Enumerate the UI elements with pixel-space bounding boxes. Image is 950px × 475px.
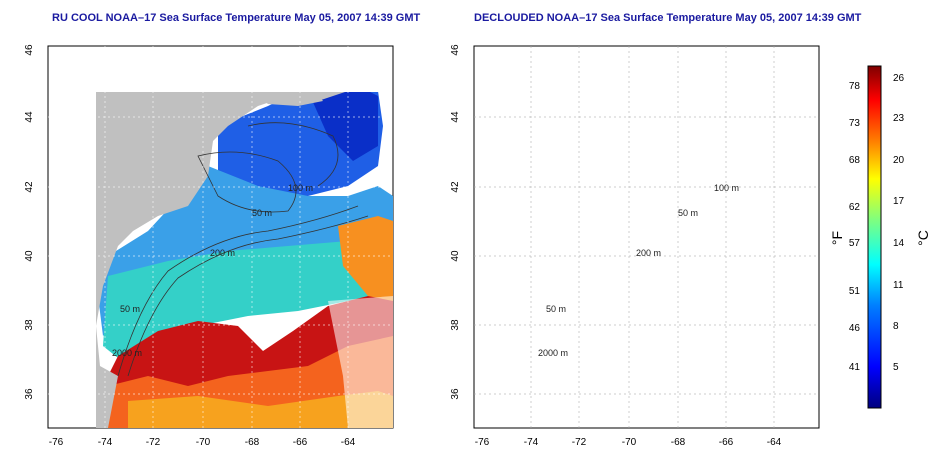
colorbar-f-tick: 51 bbox=[849, 286, 861, 297]
colorbar-c-tick: 8 bbox=[893, 321, 899, 332]
colorbar-f-tick: 78 bbox=[849, 81, 861, 92]
right-x-tick: -66 bbox=[719, 437, 734, 448]
right-contour-label: 2000 m bbox=[538, 348, 568, 358]
right-x-tick: -74 bbox=[524, 437, 539, 448]
colorbar-c-tick: 17 bbox=[893, 196, 905, 207]
left-x-tick: -66 bbox=[293, 437, 308, 448]
right-y-tick: 42 bbox=[450, 181, 461, 193]
right-x-tick: -68 bbox=[671, 437, 686, 448]
left-contour-label: 2000 m bbox=[112, 348, 142, 358]
colorbar-f-tick: 46 bbox=[849, 323, 861, 334]
right-y-tick: 40 bbox=[450, 250, 461, 262]
colorbar-c-tick: 20 bbox=[893, 155, 905, 166]
left-map-panel: 100 m 50 m 200 m 50 m 2000 m -76 -74 -72… bbox=[24, 44, 394, 448]
colorbar-c-tick: 11 bbox=[893, 280, 904, 291]
colorbar-f-tick: 41 bbox=[849, 362, 861, 373]
left-x-tick: -74 bbox=[98, 437, 113, 448]
left-map-title: RU COOL NOAA–17 Sea Surface Temperature … bbox=[52, 12, 421, 24]
right-x-tick: -72 bbox=[572, 437, 587, 448]
right-contour-label: 200 m bbox=[636, 248, 661, 258]
right-y-tick: 36 bbox=[450, 388, 461, 400]
temperature-colorbar: 78 73 68 62 57 51 46 41 26 23 20 17 14 1… bbox=[829, 65, 931, 409]
colorbar-c-tick: 14 bbox=[893, 238, 905, 249]
left-x-tick: -76 bbox=[49, 437, 64, 448]
colorbar-fahrenheit-label: °F bbox=[829, 231, 845, 245]
colorbar-f-tick: 73 bbox=[849, 118, 861, 129]
left-x-tick: -70 bbox=[196, 437, 211, 448]
right-y-tick: 46 bbox=[450, 44, 461, 56]
colorbar-f-tick: 68 bbox=[849, 155, 861, 166]
left-y-tick: 46 bbox=[24, 44, 35, 56]
left-contour-label: 200 m bbox=[210, 248, 235, 258]
colorbar-f-tick: 57 bbox=[849, 238, 861, 249]
right-contour-label: 100 m bbox=[714, 183, 739, 193]
left-x-tick: -72 bbox=[146, 437, 161, 448]
colorbar-celsius-label: °C bbox=[915, 230, 931, 246]
left-y-tick: 42 bbox=[24, 181, 35, 193]
right-x-tick: -76 bbox=[475, 437, 490, 448]
right-x-tick: -64 bbox=[767, 437, 782, 448]
colorbar-c-tick: 23 bbox=[893, 113, 905, 124]
colorbar-c-tick: 26 bbox=[893, 73, 905, 84]
right-map-title: DECLOUDED NOAA–17 Sea Surface Temperatur… bbox=[474, 12, 862, 24]
left-contour-label: 100 m bbox=[288, 183, 313, 193]
left-y-tick: 38 bbox=[24, 319, 35, 331]
left-contour-label: 50 m bbox=[252, 208, 272, 218]
colorbar-c-tick: 5 bbox=[893, 362, 899, 373]
left-contour-label: 50 m bbox=[120, 304, 140, 314]
right-y-tick: 38 bbox=[450, 319, 461, 331]
right-contour-label: 50 m bbox=[678, 208, 698, 218]
left-y-tick: 40 bbox=[24, 250, 35, 262]
left-x-tick: -64 bbox=[341, 437, 356, 448]
right-y-tick: 44 bbox=[450, 111, 461, 123]
right-map-panel: 100 m 50 m 200 m 50 m 2000 m -76 -74 -72… bbox=[450, 44, 820, 448]
left-y-tick: 36 bbox=[24, 388, 35, 400]
colorbar-f-tick: 62 bbox=[849, 202, 861, 213]
left-x-tick: -68 bbox=[245, 437, 260, 448]
right-x-tick: -70 bbox=[622, 437, 637, 448]
right-contour-label: 50 m bbox=[546, 304, 566, 314]
left-y-tick: 44 bbox=[24, 111, 35, 123]
